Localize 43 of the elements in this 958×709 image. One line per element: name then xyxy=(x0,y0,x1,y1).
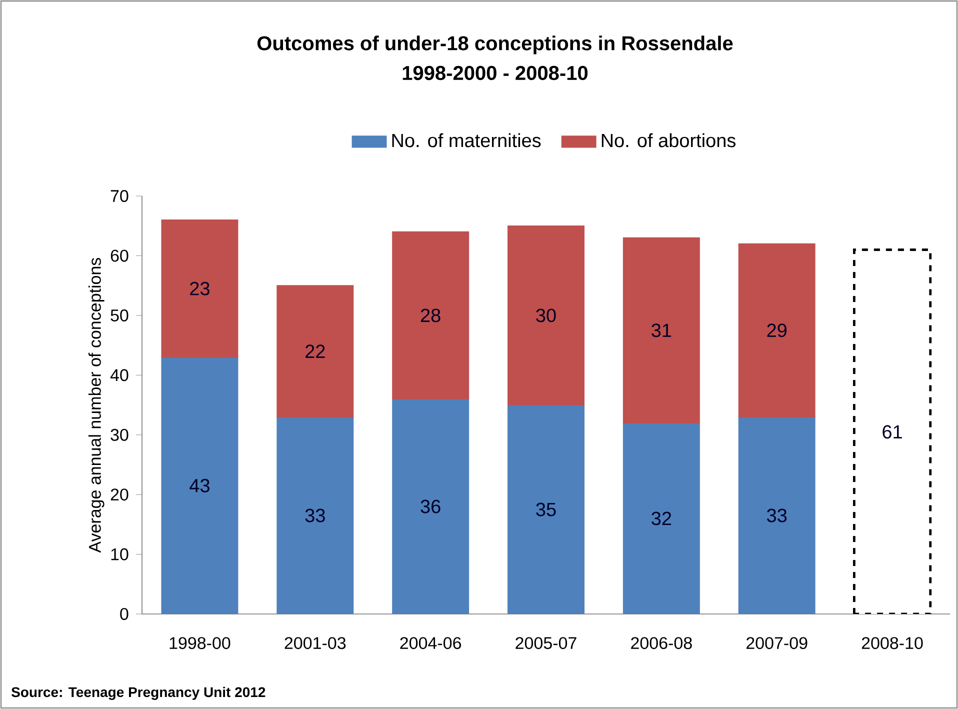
data-label: 29 xyxy=(767,324,787,338)
data-label: 43 xyxy=(190,478,210,492)
x-tick-label: 2006-08 xyxy=(631,637,692,650)
y-axis-title: Average annual number of conceptions xyxy=(88,258,104,553)
bar xyxy=(161,219,238,358)
x-tick-label: 2005-07 xyxy=(516,637,576,650)
bar xyxy=(161,356,238,614)
y-tick-label: 50 xyxy=(110,309,128,322)
chart-subtitle: 1998-2000 - 2008-10 xyxy=(402,66,588,80)
y-tick-label: 0 xyxy=(120,608,128,620)
data-label: 33 xyxy=(305,508,325,522)
y-tick-label: 70 xyxy=(110,190,128,202)
legend-label: No. of maternities xyxy=(392,133,541,148)
data-label: 33 xyxy=(767,508,787,522)
source-note: Source: Teenage Pregnancy Unit 2012 xyxy=(11,686,266,700)
data-label: 32 xyxy=(652,512,672,526)
bar xyxy=(508,225,584,406)
data-label: 61 xyxy=(882,425,902,439)
chart-title: Outcomes of under-18 conceptions in Rossendale xyxy=(257,36,733,54)
data-label: 36 xyxy=(420,500,440,514)
legend-label: No. of abortions xyxy=(602,133,736,148)
y-tick-label: 60 xyxy=(110,250,128,262)
bar xyxy=(392,231,470,400)
bar xyxy=(622,422,700,614)
bar xyxy=(392,398,470,614)
y-tick-label: 10 xyxy=(111,548,128,560)
x-tick-label: 2007-09 xyxy=(746,637,808,650)
y-tick-label: 40 xyxy=(110,369,128,382)
data-label: 23 xyxy=(190,282,210,296)
data-label: 22 xyxy=(306,344,325,358)
bar xyxy=(276,285,354,418)
data-label: 28 xyxy=(420,308,440,322)
bar xyxy=(622,237,700,424)
data-label: 35 xyxy=(536,502,556,516)
y-tick-label: 30 xyxy=(110,428,128,441)
data-label: 30 xyxy=(536,308,556,322)
x-tick-label: 2008-10 xyxy=(862,637,923,650)
data-label: 31 xyxy=(652,324,672,338)
y-tick-label: 20 xyxy=(110,488,128,501)
x-tick-label: 2004-06 xyxy=(400,637,462,650)
x-tick-label: 1998-00 xyxy=(170,637,230,650)
x-tick-label: 2001-03 xyxy=(284,637,346,650)
bar xyxy=(738,243,816,418)
